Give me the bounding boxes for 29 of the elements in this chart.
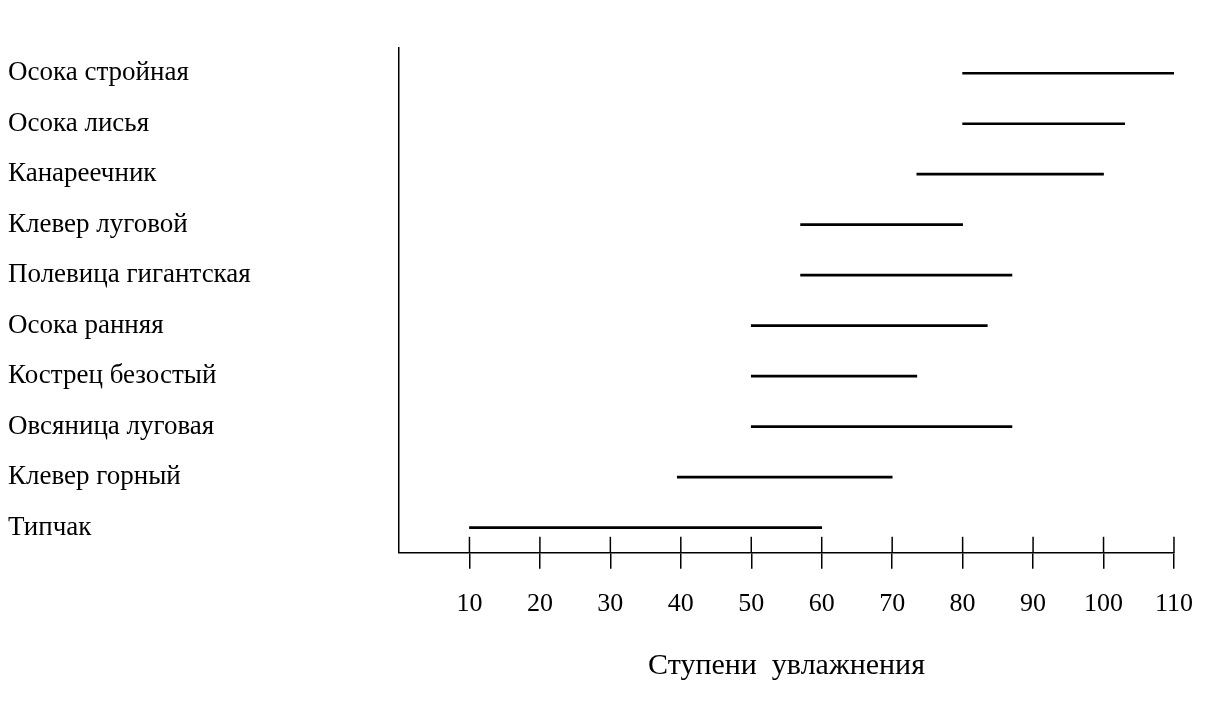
x-tick-label: 70 (879, 588, 906, 618)
x-axis-title: Ступени увлажнения (648, 646, 926, 680)
x-tick-label: 40 (667, 588, 694, 618)
y-tick-label: Кострец безостый (8, 359, 217, 390)
y-tick-label: Типчак (8, 510, 93, 541)
y-tick-label: Осока ранняя (8, 308, 164, 339)
y-tick-label: Канареечник (8, 157, 158, 188)
bar (469, 526, 823, 529)
x-tick-label: 60 (808, 588, 835, 618)
x-tick-label: 10 (456, 588, 483, 618)
y-tick-label: Овсяница луговая (8, 409, 215, 440)
bar (916, 172, 1104, 176)
y-tick-label: Осока лисья (8, 106, 150, 137)
bar (750, 425, 1013, 428)
bar (962, 71, 1174, 75)
y-tick-label: Полевица гигантская (8, 258, 251, 289)
y-tick-label: Осока стройная (8, 56, 189, 87)
y-tick-label: Клевер горный (8, 460, 181, 491)
x-tick-label: 20 (526, 588, 553, 618)
bar (962, 122, 1125, 126)
bar (750, 324, 988, 327)
y-tick-label: Клевер луговой (8, 207, 188, 238)
x-tick-label: 90 (1020, 588, 1047, 618)
x-tick-label: 80 (949, 588, 976, 618)
x-tick-label: 30 (597, 588, 624, 618)
x-tick-label: 50 (738, 588, 765, 618)
x-tick-label: 100 (1084, 588, 1124, 618)
bar (800, 223, 963, 227)
x-tick-label: 110 (1154, 588, 1194, 618)
